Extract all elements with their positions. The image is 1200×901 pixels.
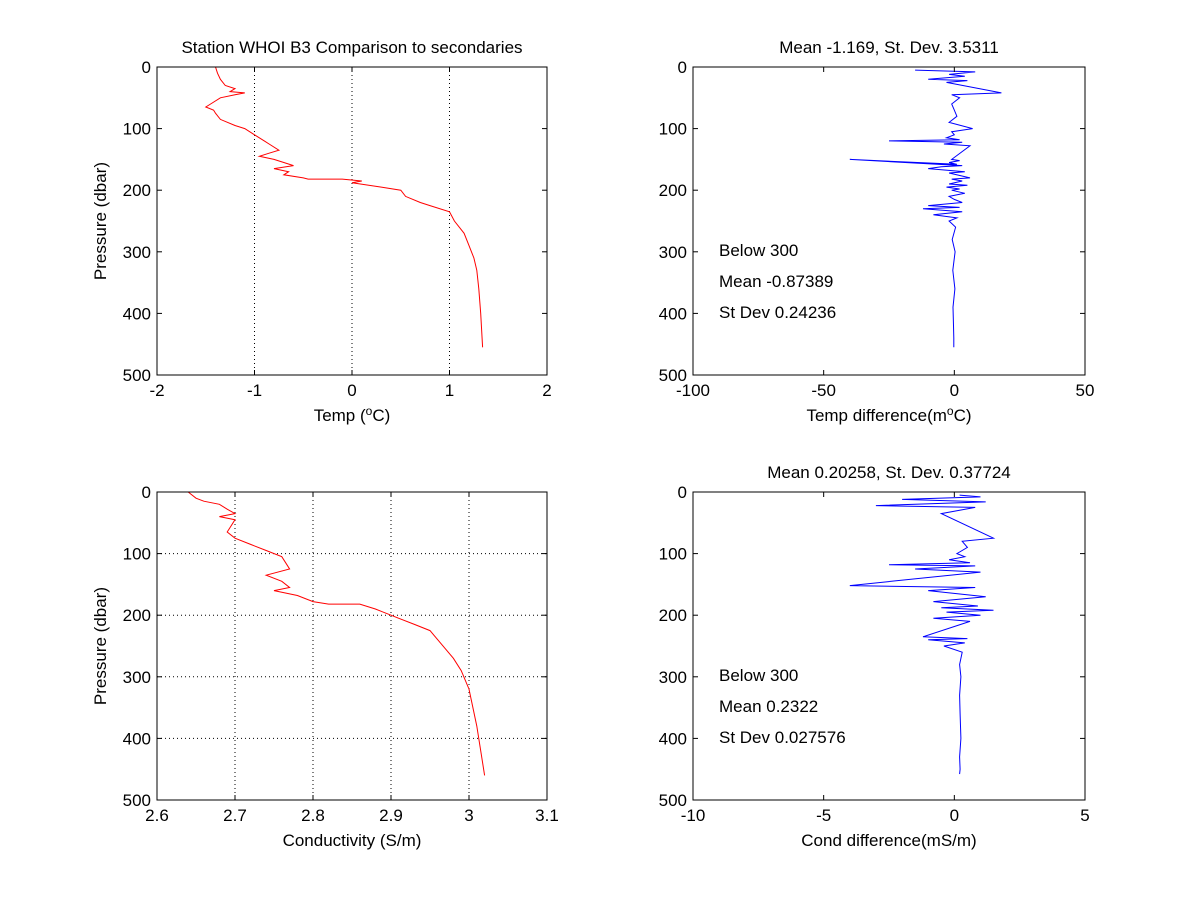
x-tick-label: -50 (811, 381, 836, 400)
y-tick-label: 0 (142, 483, 151, 502)
y-tick-label: 0 (678, 483, 687, 502)
data-line-series-1 (204, 66, 484, 348)
y-tick-label: 100 (659, 545, 687, 564)
x-tick-label: 50 (1076, 381, 1095, 400)
y-tick-label: 500 (123, 366, 151, 385)
x-tick-label: 2.7 (223, 806, 247, 825)
y-tick-label: 200 (123, 606, 151, 625)
y-tick-label: 100 (659, 120, 687, 139)
x-tick-label: 3 (464, 806, 473, 825)
stats-annotation: Below 300 (719, 241, 798, 260)
axes-box (692, 66, 1086, 376)
y-tick-label: 0 (678, 58, 687, 77)
axes-box (156, 491, 548, 801)
y-tick-label: 300 (659, 668, 687, 687)
stats-annotation: St Dev 0.24236 (719, 303, 836, 322)
x-tick-label: 2.6 (145, 806, 169, 825)
y-tick-label: 300 (123, 243, 151, 262)
y-tick-label: 400 (659, 729, 687, 748)
y-tick-label: 400 (123, 729, 151, 748)
x-axis-label: Cond difference(mS/m) (801, 831, 976, 850)
y-tick-label: 400 (659, 304, 687, 323)
x-tick-label: -10 (681, 806, 706, 825)
y-tick-label: 500 (123, 791, 151, 810)
x-tick-label: 0 (347, 381, 356, 400)
stats-annotation: Mean 0.2322 (719, 697, 818, 716)
axes-box (692, 491, 1086, 801)
y-tick-label: 200 (659, 606, 687, 625)
x-tick-label: -1 (247, 381, 262, 400)
chart-title: Mean 0.20258, St. Dev. 0.37724 (767, 463, 1011, 482)
y-axis-label: Pressure (dbar) (91, 162, 110, 280)
x-axis-label: Temp (oC) (314, 404, 391, 425)
y-axis-label: Pressure (dbar) (91, 587, 110, 705)
y-tick-label: 100 (123, 545, 151, 564)
stats-annotation: Mean -0.87389 (719, 272, 833, 291)
data-line-series-1 (849, 69, 1002, 348)
y-tick-label: 300 (123, 668, 151, 687)
y-tick-label: 0 (142, 58, 151, 77)
chart-title: Mean -1.169, St. Dev. 3.5311 (779, 38, 999, 57)
x-tick-label: -5 (816, 806, 831, 825)
data-line-series-1 (187, 491, 486, 776)
chart-title: Station WHOI B3 Comparison to secondarie… (181, 38, 522, 57)
y-tick-label: 100 (123, 120, 151, 139)
x-tick-label: 2 (542, 381, 551, 400)
x-tick-label: 3.1 (535, 806, 559, 825)
x-tick-label: -2 (149, 381, 164, 400)
x-tick-label: 1 (445, 381, 454, 400)
y-tick-label: 400 (123, 304, 151, 323)
x-tick-label: 0 (950, 806, 959, 825)
y-tick-label: 500 (659, 366, 687, 385)
chart-panel-1: -2 -1 0 1 2 0 100 200 300 400 500 Station WHOI B3 C… (91, 38, 552, 425)
y-tick-label: 200 (659, 181, 687, 200)
x-tick-label: 0 (950, 381, 959, 400)
data-line-series-1 (849, 494, 996, 775)
stats-annotation: Below 300 (719, 666, 798, 685)
x-tick-label: 2.8 (301, 806, 325, 825)
x-tick-label: 5 (1080, 806, 1089, 825)
x-axis-label: Conductivity (S/m) (283, 831, 422, 850)
x-tick-label: 2.9 (379, 806, 403, 825)
x-axis-label: Temp difference(moC) (806, 404, 971, 425)
y-tick-label: 200 (123, 181, 151, 200)
y-tick-label: 500 (659, 791, 687, 810)
x-tick-label: -100 (676, 381, 710, 400)
y-tick-label: 300 (659, 243, 687, 262)
stats-annotation: St Dev 0.027576 (719, 728, 846, 747)
chart-panel-3: 2.6 2.7 2.8 2.9 3 3.1 0 100 200 300 400 500 Conducti… (91, 483, 559, 850)
